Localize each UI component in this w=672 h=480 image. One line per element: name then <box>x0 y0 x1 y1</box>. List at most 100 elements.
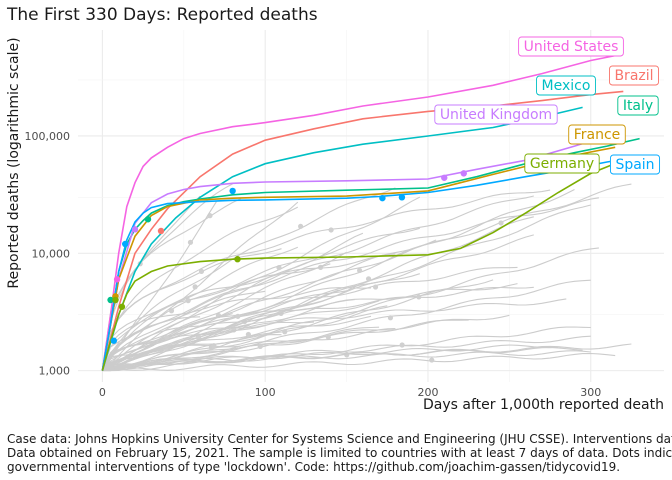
germany-label-box <box>524 153 600 174</box>
spain-lockdown-dot <box>110 337 118 344</box>
germany-line <box>101 159 624 371</box>
italy-label: Italy <box>617 95 659 116</box>
other-country-line <box>102 189 575 372</box>
other-country-lockdown-dot <box>298 223 304 229</box>
spain-lockdown-dot <box>379 194 386 202</box>
other-country-lockdown-dot <box>328 227 334 233</box>
spain-lockdown-dot <box>229 187 236 195</box>
other-country-lockdown-dot <box>399 342 405 348</box>
caption-line-1: Case data: Johns Hopkins University Cent… <box>7 432 672 446</box>
other-country-lockdown-dot <box>198 268 205 274</box>
x-tick-label: 0 <box>99 386 106 399</box>
brazil-lockdown-dot <box>157 227 165 235</box>
lockdown-dots <box>107 170 467 344</box>
other-country-line <box>101 187 396 371</box>
country-labels: United States Brazil Mexico Italy United Kin… <box>434 36 661 175</box>
other-country-line <box>101 253 396 369</box>
other-country-lockdown-dot <box>372 284 379 290</box>
italy-label-box <box>617 95 659 116</box>
y-tick-label: 10,000 <box>32 247 71 260</box>
united-kingdom-label: United Kingdom <box>434 104 558 125</box>
spain-lockdown-dot <box>398 194 406 201</box>
x-tick-label: 100 <box>255 386 276 399</box>
other-country-lockdown-dot <box>325 334 331 340</box>
spain-lockdown-dot <box>122 240 129 248</box>
italy-label-text: Italy <box>623 98 653 114</box>
chart-title: The First 330 Days: Reported deaths <box>6 5 318 25</box>
brazil-line <box>101 90 624 371</box>
united-kingdom-lockdown-dot <box>460 170 467 177</box>
other-country-lockdown-dot <box>498 220 504 226</box>
other-country-line <box>102 290 347 371</box>
spain-label-box <box>609 154 661 175</box>
other-country-line <box>102 327 396 370</box>
italy-lockdown-dot <box>107 296 114 304</box>
germany-lockdown-dot <box>118 303 126 310</box>
other-country-line <box>102 251 347 371</box>
united-kingdom-label-text: United Kingdom <box>440 107 552 123</box>
other-country-line <box>102 352 616 372</box>
other-country-line <box>102 279 591 370</box>
mexico-line <box>101 106 583 371</box>
y-axis-ticks: 1,000 10,000 100,000 <box>25 130 71 378</box>
other-country-lockdown-dot <box>164 335 170 341</box>
x-tick-label: 200 <box>417 386 438 399</box>
brazil-label: Brazil <box>609 65 659 86</box>
france-label-box <box>568 124 626 145</box>
spain-label-text: Spain <box>615 157 654 173</box>
united-states-label-text: United States <box>524 39 619 55</box>
other-country-line <box>102 324 250 370</box>
other-country-line <box>101 283 518 371</box>
germany-label: Germany <box>524 153 600 174</box>
other-country-line <box>101 195 201 371</box>
other-country-lockdown-dot <box>365 276 372 282</box>
germany-label-text: Germany <box>530 156 594 172</box>
other-country-lockdown-dot <box>357 267 363 274</box>
other-country-line <box>101 287 372 371</box>
caption-line-3: governmental interventions of type 'lock… <box>7 460 621 474</box>
y-tick-label: 1,000 <box>39 365 71 378</box>
other-country-lockdown-dot <box>282 329 288 335</box>
other-country-line <box>101 286 534 370</box>
x-tick-label: 300 <box>580 386 601 399</box>
x-axis-ticks: 0 100 200 300 <box>99 386 601 399</box>
other-country-lockdown-dot <box>235 313 241 319</box>
other-country-line <box>101 316 201 371</box>
deaths-chart: The First 330 Days: Reported deaths Unit… <box>6 5 664 413</box>
other-country-lockdown-dot <box>416 294 422 300</box>
mexico-label-box <box>536 75 596 96</box>
germany-lockdown-dot <box>234 256 241 263</box>
other-country-lockdown-dot <box>168 308 175 314</box>
italy-lockdown-dot <box>144 216 152 223</box>
other-countries-lines <box>101 183 632 372</box>
other-country-lockdown-dot <box>185 298 191 304</box>
other-country-line <box>102 358 201 372</box>
other-country-lockdown-dot <box>387 315 394 321</box>
caption-line-2: Data obtained on February 15, 2021. The … <box>7 446 672 460</box>
other-country-line <box>102 343 632 371</box>
france-label: France <box>568 124 626 145</box>
other-country-line <box>102 201 299 372</box>
united-states-label: United States <box>518 36 624 57</box>
spain-label: Spain <box>609 154 661 175</box>
other-country-line <box>101 189 551 371</box>
other-country-line <box>101 206 299 371</box>
germany-lockdown-dot <box>112 296 119 304</box>
united-states-label-box <box>518 36 624 57</box>
united-kingdom-lockdown-dot <box>131 226 139 233</box>
france-label-text: France <box>574 127 621 143</box>
other-country-line <box>102 326 591 371</box>
other-country-line <box>102 216 534 372</box>
other-country-line <box>102 247 599 370</box>
other-country-lockdown-dot <box>192 284 198 290</box>
x-axis-label: Days after 1,000th reported death <box>423 397 664 413</box>
united-kingdom-label-box <box>434 104 558 125</box>
spain-line <box>101 157 632 371</box>
brazil-label-text: Brazil <box>614 68 653 84</box>
y-axis-label: Reported deaths (logarithmic scale) <box>6 37 22 288</box>
mexico-label-text: Mexico <box>542 78 591 94</box>
brazil-label-box <box>609 65 659 86</box>
other-country-lockdown-dot <box>429 357 435 363</box>
other-country-line <box>101 195 534 371</box>
united-states-line <box>101 53 624 371</box>
